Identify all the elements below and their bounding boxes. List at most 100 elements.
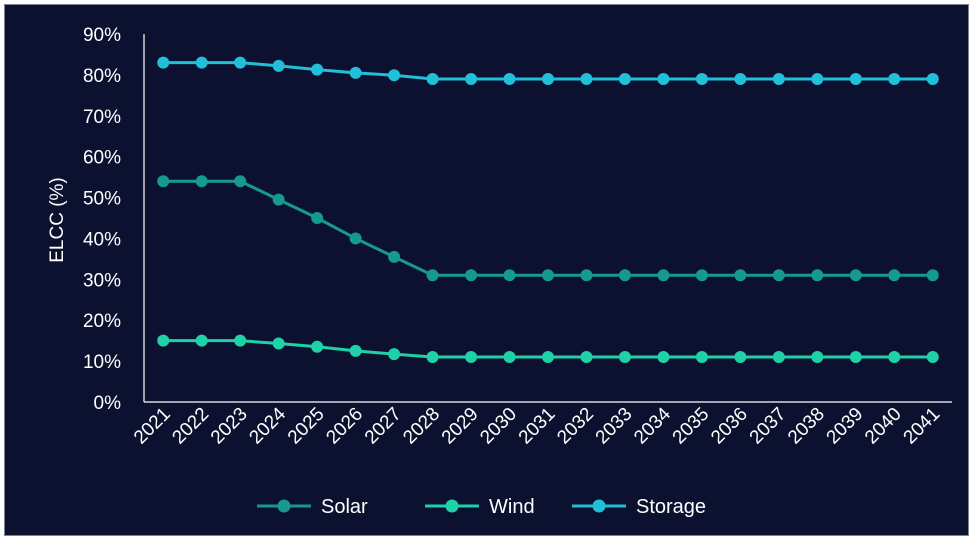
- y-tick-label: 10%: [83, 352, 121, 373]
- legend-label: Storage: [636, 496, 706, 518]
- series-solar: [157, 175, 939, 282]
- data-point-storage: [888, 72, 901, 85]
- x-tick-label: 2032: [553, 404, 598, 449]
- x-tick-label: 2040: [861, 404, 906, 449]
- data-point-wind: [811, 351, 824, 364]
- data-point-solar: [234, 175, 247, 188]
- data-point-storage: [772, 72, 785, 85]
- x-tick-label: 2027: [361, 404, 406, 449]
- data-point-solar: [503, 269, 516, 282]
- data-point-solar: [734, 269, 747, 282]
- data-point-storage: [580, 72, 593, 85]
- data-point-storage: [272, 59, 285, 72]
- data-point-storage: [657, 72, 670, 85]
- data-point-solar: [311, 212, 324, 224]
- data-point-solar: [195, 175, 208, 188]
- data-point-wind: [849, 351, 862, 364]
- data-point-wind: [734, 351, 747, 364]
- legend-swatch-marker: [445, 499, 459, 513]
- data-point-solar: [811, 269, 824, 282]
- legend: Solar Wind Storage: [257, 496, 706, 518]
- data-point-wind: [542, 351, 554, 364]
- data-point-wind: [272, 337, 285, 350]
- data-point-wind: [695, 351, 708, 364]
- data-point-wind: [465, 351, 478, 364]
- data-point-wind: [157, 334, 170, 347]
- data-point-wind: [234, 334, 247, 347]
- x-tick-label: 2028: [399, 404, 444, 449]
- data-point-solar: [272, 193, 285, 206]
- x-tick-label: 2041: [900, 404, 945, 449]
- series-storage: [157, 56, 939, 85]
- line-chart: 0% 10% 20% 30% 40% 50% 60% 70% 80% 90% ELCC (%) 2…: [47, 25, 952, 518]
- series-layer: [157, 56, 939, 364]
- data-point-wind: [349, 344, 362, 357]
- data-point-solar: [888, 269, 901, 282]
- y-axis-label: ELCC (%): [47, 177, 68, 263]
- data-point-storage: [695, 72, 708, 85]
- data-point-solar: [772, 269, 785, 282]
- y-tick-label: 90%: [83, 25, 121, 46]
- data-point-storage: [157, 56, 170, 69]
- data-point-wind: [926, 351, 939, 364]
- data-point-storage: [542, 72, 554, 85]
- data-point-wind: [388, 348, 401, 361]
- y-tick-label: 0%: [94, 393, 122, 414]
- legend-item-solar: Solar: [257, 496, 368, 518]
- data-point-storage: [734, 72, 747, 85]
- data-point-storage: [195, 56, 208, 69]
- data-point-solar: [465, 269, 478, 282]
- data-point-solar: [695, 269, 708, 282]
- data-point-storage: [349, 66, 362, 79]
- chart-frame: 0% 10% 20% 30% 40% 50% 60% 70% 80% 90% ELCC (%) 2…: [4, 4, 969, 536]
- x-tick-label: 2025: [284, 404, 329, 449]
- data-point-solar: [542, 269, 554, 282]
- data-point-wind: [618, 351, 631, 364]
- data-point-solar: [349, 232, 362, 245]
- data-point-solar: [157, 175, 170, 188]
- data-point-storage: [234, 56, 247, 69]
- data-point-solar: [388, 250, 401, 263]
- x-tick-label: 2038: [784, 404, 829, 449]
- data-point-storage: [926, 72, 939, 85]
- data-point-storage: [465, 72, 478, 85]
- x-tick-label: 2022: [169, 404, 214, 449]
- x-tick-label: 2021: [130, 404, 175, 449]
- x-tick-label: 2026: [322, 404, 367, 449]
- x-tick-label: 2031: [515, 404, 560, 449]
- data-point-solar: [657, 269, 670, 282]
- x-tick-label: 2036: [707, 404, 752, 449]
- data-point-storage: [311, 63, 324, 76]
- legend-swatch-marker: [277, 499, 291, 513]
- y-tick-label: 30%: [83, 270, 121, 291]
- x-tick-label: 2033: [592, 404, 637, 449]
- x-tick-label: 2030: [476, 404, 521, 449]
- data-point-storage: [618, 72, 631, 85]
- data-point-wind: [311, 340, 324, 353]
- axes: [143, 34, 952, 403]
- legend-item-wind: Wind: [425, 496, 535, 518]
- data-point-solar: [926, 269, 939, 282]
- y-tick-label: 80%: [83, 66, 121, 87]
- data-point-wind: [772, 351, 785, 364]
- legend-item-storage: Storage: [572, 496, 706, 518]
- x-tick-label: 2035: [669, 404, 714, 449]
- legend-label: Wind: [489, 496, 535, 518]
- x-axis-ticks: 2021202220232024202520262027202820292030…: [130, 403, 944, 448]
- y-tick-label: 20%: [83, 311, 121, 332]
- data-point-solar: [849, 269, 862, 282]
- data-point-solar: [580, 269, 593, 282]
- x-tick-label: 2037: [746, 404, 791, 449]
- data-point-storage: [811, 72, 824, 85]
- data-point-storage: [426, 72, 439, 85]
- data-point-storage: [849, 72, 862, 85]
- x-tick-label: 2024: [245, 403, 290, 448]
- x-tick-label: 2039: [823, 404, 868, 449]
- legend-swatch-marker: [592, 499, 606, 513]
- x-tick-label: 2034: [630, 403, 675, 448]
- data-point-solar: [618, 269, 631, 282]
- data-point-wind: [503, 351, 516, 364]
- x-tick-label: 2023: [207, 404, 252, 449]
- data-point-solar: [426, 269, 439, 282]
- data-point-wind: [888, 351, 901, 364]
